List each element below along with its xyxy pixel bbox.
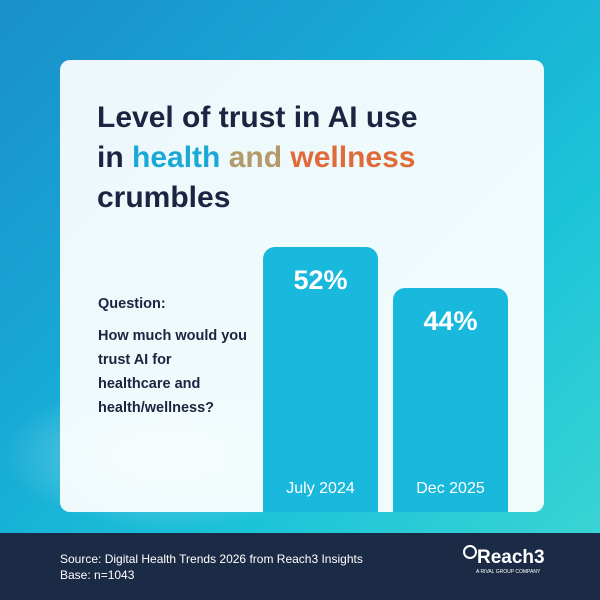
title-line-1: Level of trust in AI use bbox=[97, 101, 418, 134]
reach3-logo: Reach3 A RIVAL GROUP COMPANY bbox=[463, 545, 553, 575]
title-word: in bbox=[97, 141, 124, 174]
footer: Source: Digital Health Trends 2026 from … bbox=[0, 533, 600, 600]
source-block: Source: Digital Health Trends 2026 from … bbox=[60, 551, 420, 583]
title-line-2: in health and wellness bbox=[97, 138, 517, 178]
logo-name: Reach3 bbox=[477, 547, 545, 568]
question-heading: Question: bbox=[98, 296, 166, 312]
logo-subtitle: A RIVAL GROUP COMPANY bbox=[476, 569, 541, 575]
chart-card: Level of trust in AI use in health and w… bbox=[60, 60, 544, 512]
bar-dec-2025: 44% Dec 2025 bbox=[393, 287, 508, 512]
title-line-3: crumbles bbox=[97, 181, 231, 214]
title-highlight-health: health bbox=[132, 141, 221, 174]
base-text: Base: n=1043 bbox=[60, 568, 135, 582]
data-label: 44% bbox=[423, 305, 478, 336]
category-label: July 2024 bbox=[286, 480, 355, 497]
title-highlight-wellness: wellness bbox=[290, 141, 416, 174]
data-label: 52% bbox=[293, 264, 348, 295]
source-text: Source: Digital Health Trends 2026 from … bbox=[60, 552, 363, 566]
question-text: How much would you trust AI for healthca… bbox=[98, 328, 248, 416]
category-label: Dec 2025 bbox=[416, 480, 485, 497]
question-block: Question: How much would you trust AI fo… bbox=[98, 292, 248, 420]
chat-smile-icon bbox=[463, 545, 477, 559]
title-highlight-and: and bbox=[228, 141, 283, 174]
chart-title: Level of trust in AI use in health and w… bbox=[97, 98, 517, 218]
bar-july-2024: 52% July 2024 bbox=[263, 246, 378, 512]
